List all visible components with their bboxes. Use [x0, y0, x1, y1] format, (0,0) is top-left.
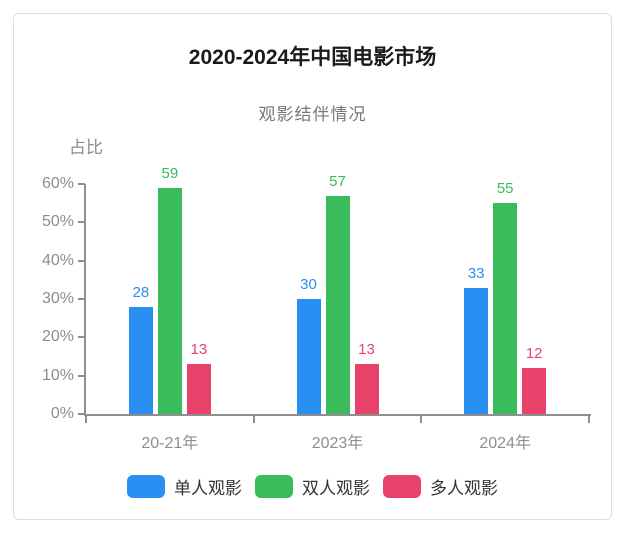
- bar-value-label: 55: [496, 180, 514, 198]
- legend-item[interactable]: 多人观影: [383, 474, 498, 499]
- bar[interactable]: [157, 187, 182, 414]
- y-tick-mark: [78, 374, 85, 377]
- bar[interactable]: [325, 195, 350, 414]
- x-tick-mark: [85, 416, 87, 423]
- legend: 单人观影 双人观影 多人观影: [14, 474, 611, 498]
- bar[interactable]: [522, 368, 547, 414]
- legend-item[interactable]: 单人观影: [127, 474, 242, 499]
- y-tick-label: 30%: [41, 290, 74, 307]
- bar-value-label: 13: [358, 341, 375, 359]
- y-tick-mark: [78, 221, 85, 224]
- y-axis-title: 占比: [69, 138, 103, 157]
- x-axis-label: 2024年: [479, 435, 531, 452]
- bar-value-label: 30: [300, 276, 317, 293]
- y-tick-label: 60%: [41, 175, 74, 192]
- bar[interactable]: [493, 203, 518, 414]
- legend-label: 多人观影: [430, 478, 498, 498]
- legend-swatch: [255, 474, 293, 498]
- legend-swatch: [127, 474, 165, 498]
- legend-label: 双人观影: [302, 478, 370, 498]
- legend-item[interactable]: 双人观影: [255, 474, 370, 499]
- bar-value-label: 57: [329, 172, 346, 190]
- y-tick-label: 10%: [41, 366, 74, 384]
- legend-swatch: [383, 474, 421, 498]
- x-axis-label: 2023年: [311, 435, 364, 452]
- x-axis-label: 20-21年: [141, 435, 199, 452]
- bar-value-label: 59: [161, 164, 179, 182]
- bar[interactable]: [464, 287, 489, 414]
- y-tick-label: 40%: [41, 251, 74, 269]
- x-axis-line: [84, 414, 591, 416]
- bar[interactable]: [354, 364, 379, 414]
- y-tick-mark: [78, 183, 85, 185]
- chart-title: 2020-2024年中国电影市场: [188, 46, 437, 69]
- bar[interactable]: [296, 299, 321, 414]
- y-tick-label: 50%: [41, 213, 74, 231]
- y-tick-mark: [78, 413, 85, 415]
- bar-value-label: 12: [525, 345, 543, 362]
- bar-value-label: 33: [467, 264, 485, 282]
- plot-area: 28 30 33 59 57 55 13 13 12: [86, 165, 589, 414]
- bar-value-label: 28: [132, 283, 150, 301]
- chart-subtitle: 观影结伴情况: [258, 105, 367, 124]
- bar[interactable]: [128, 306, 153, 414]
- y-tick-mark: [78, 336, 85, 339]
- bar-value-label: 13: [190, 341, 208, 359]
- y-tick-label: 0%: [50, 405, 74, 422]
- y-tick-mark: [78, 259, 85, 262]
- chart-card: 2020-2024年中国电影市场 观影结伴情况 占比 0% 10% 20% 30% 40…: [13, 13, 612, 520]
- bar[interactable]: [186, 364, 211, 414]
- x-tick-mark: [420, 416, 423, 423]
- legend-label: 单人观影: [174, 478, 242, 498]
- x-tick-mark: [252, 416, 255, 423]
- y-tick-mark: [78, 298, 85, 300]
- y-tick-label: 20%: [41, 328, 74, 346]
- x-tick-mark: [588, 416, 590, 423]
